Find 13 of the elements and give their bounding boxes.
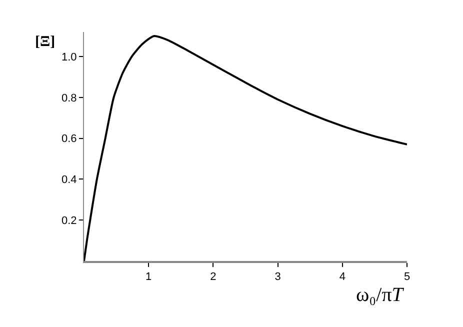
x-tick-label: 5 <box>404 271 410 284</box>
y-tick-label: 0.4 <box>62 174 77 186</box>
y-axis-title: [Ξ] <box>35 34 56 50</box>
x-tick-label: 4 <box>339 271 346 284</box>
x-tick-label: 2 <box>210 271 216 284</box>
line-series <box>84 35 407 261</box>
x-tick-label: 1 <box>146 271 152 284</box>
x-axis-title: ω₀/πT <box>356 284 405 306</box>
y-tick-label: 0.6 <box>62 133 77 146</box>
x-tick-label: 3 <box>274 271 281 284</box>
y-tick-label: 0.2 <box>62 214 77 227</box>
y-tick-label: 0.8 <box>62 92 77 104</box>
y-tick-label: 1.0 <box>62 51 77 64</box>
